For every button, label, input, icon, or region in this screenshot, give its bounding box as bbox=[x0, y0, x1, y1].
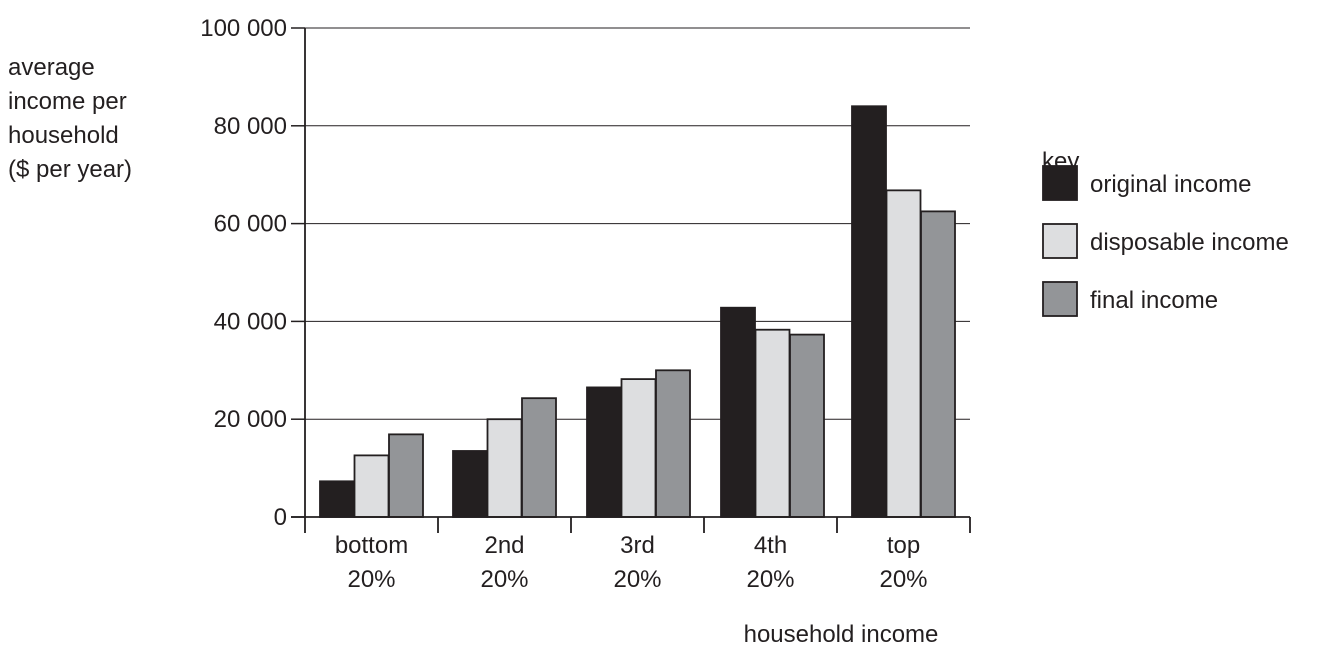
x-tick-label: 20% bbox=[879, 566, 927, 593]
x-tick-label: 20% bbox=[746, 566, 794, 593]
x-tick-labels: bottom 20% 2nd 20% 3rd 20% 4th 20% top 20% bbox=[335, 532, 928, 593]
bar-final-income bbox=[388, 433, 424, 518]
bar-final-income bbox=[655, 369, 691, 518]
y-axis-label-line: ($ per year) bbox=[8, 156, 132, 183]
y-tick-label: 0 bbox=[274, 504, 287, 531]
bar-disposable-income bbox=[353, 454, 390, 518]
legend-swatch bbox=[1042, 281, 1078, 317]
x-tick-label: bottom bbox=[335, 532, 408, 559]
bar-original-income bbox=[586, 386, 622, 518]
x-tick-label: 20% bbox=[613, 566, 661, 593]
legend-label: disposable income bbox=[1090, 229, 1289, 256]
bar-disposable-income bbox=[486, 418, 523, 518]
bar-final-income bbox=[789, 333, 825, 518]
y-axis-label-line: income per bbox=[8, 88, 127, 115]
y-tick-label: 100 000 bbox=[200, 15, 287, 42]
bar-final-income bbox=[920, 210, 956, 518]
legend-swatch bbox=[1042, 165, 1078, 201]
bars bbox=[319, 105, 956, 518]
y-tick-label: 80 000 bbox=[214, 113, 287, 140]
x-tick-label: 2nd bbox=[484, 532, 524, 559]
bar-original-income bbox=[319, 480, 355, 518]
y-tick-label: 20 000 bbox=[214, 406, 287, 433]
legend-label: original income bbox=[1090, 171, 1251, 198]
legend-swatch bbox=[1042, 223, 1078, 259]
y-tick-label: 60 000 bbox=[214, 211, 287, 238]
bar-disposable-income bbox=[620, 378, 657, 518]
y-axis-label-line: average bbox=[8, 54, 95, 81]
x-tick-label: 20% bbox=[347, 566, 395, 593]
x-axis-title: household income bbox=[744, 621, 939, 648]
bar-disposable-income bbox=[885, 189, 922, 518]
y-axis-label: average income per household ($ per year) bbox=[8, 54, 132, 183]
axes: 0 20 000 40 000 60 000 80 000 100 000 bbox=[200, 15, 971, 533]
bar-original-income bbox=[452, 450, 488, 518]
y-axis-label-line: household bbox=[8, 122, 119, 149]
bar-disposable-income bbox=[754, 328, 791, 518]
x-tick-label: 20% bbox=[480, 566, 528, 593]
legend-label: final income bbox=[1090, 287, 1218, 314]
bar-original-income bbox=[851, 105, 887, 518]
x-tick-label: 3rd bbox=[620, 532, 655, 559]
x-tick-label: 4th bbox=[754, 532, 787, 559]
y-tick-label: 40 000 bbox=[214, 308, 287, 335]
x-tick-label: top bbox=[887, 532, 920, 559]
bar-final-income bbox=[521, 397, 557, 518]
bar-original-income bbox=[720, 306, 756, 518]
